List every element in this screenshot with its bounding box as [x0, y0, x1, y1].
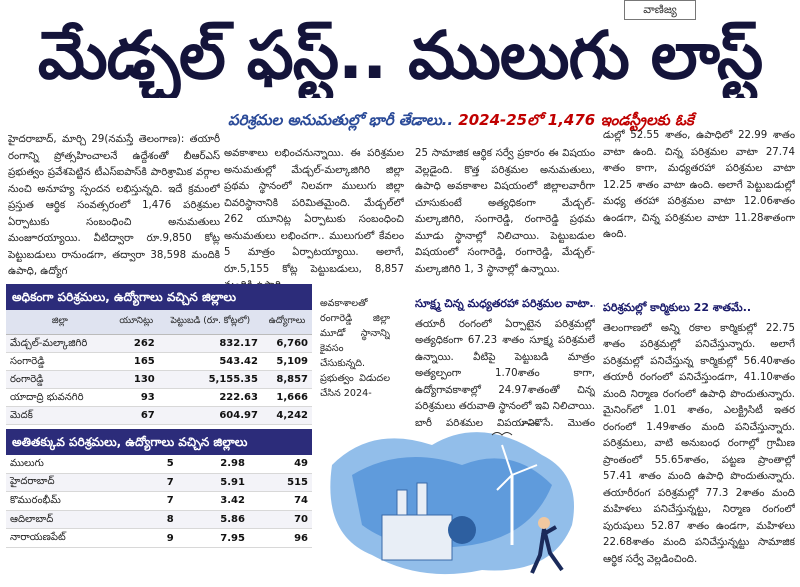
table-header-row: జిల్లా యూనిట్లు పెట్టుబడి (రూ. కోట్లలో) … — [6, 310, 312, 335]
table-row: రంగారెడ్డి 130 5,155.35 8,857 — [6, 370, 312, 389]
units: 262 — [113, 334, 159, 353]
col3-text: 25 సామాజిక ఆర్థిక సర్వే ప్రకారం ఈ విషయం … — [415, 148, 595, 275]
table-row: సంగారెడ్డి 165 543.42 5,109 — [6, 352, 312, 371]
bottom-districts-table: ములుగు 5 2.98 49 హైదరాబాద్ 7 5.91 515 కొమురంభీ… — [6, 455, 312, 548]
industry-illustration — [330, 422, 574, 575]
units: 130 — [113, 370, 159, 389]
bottom-districts-title: అతితక్కువ పరిశ్రమలు, ఉద్యోగాలు వచ్చిన జి… — [6, 429, 312, 455]
subhead-part2: 2024-25లో 1,476 ఇండస్ట్రీలకు ఓకే — [458, 111, 694, 129]
jobs: 74 — [248, 491, 312, 511]
jobs: 5,109 — [261, 352, 312, 371]
header-units: యూనిట్లు — [113, 310, 159, 335]
article-column-3: 25 సామాజిక ఆర్థిక సర్వే ప్రకారం ఈ విషయం … — [415, 146, 595, 278]
col3b-text: తయారీ రంగంలో ఏర్పాటైన పరిశ్రమల్లో అత్యధి… — [415, 318, 595, 427]
subhead-part1: పరిశ్రమల అనుమతుల్లో భారీ తేడాలు.. — [228, 111, 459, 129]
top-districts-title: అధికంగా పరిశ్రమలు, ఉద్యోగాలు వచ్చిన జిల్… — [6, 284, 312, 310]
units: 67 — [113, 406, 159, 425]
district-name: రంగారెడ్డి — [6, 370, 114, 389]
table-row: ములుగు 5 2.98 49 — [6, 455, 312, 474]
units: 7 — [145, 473, 178, 493]
header-district: జిల్లా — [6, 310, 114, 335]
district-name: ఆదిలాబాద్ — [6, 510, 146, 530]
district-name: హైదరాబాద్ — [6, 473, 146, 493]
investment: 7.95 — [177, 528, 249, 548]
col4b-text: తెలంగాణలో అన్ని రకాల కార్మికుల్లో 22.75 … — [603, 322, 795, 565]
businessman-head-icon — [538, 517, 550, 529]
investment: 543.42 — [158, 352, 262, 371]
table-row: హైదరాబాద్ 7 5.91 515 — [6, 473, 312, 493]
units: 8 — [145, 510, 178, 530]
units: 165 — [113, 352, 159, 371]
investment: 222.63 — [158, 388, 262, 407]
factory-chimney-icon — [416, 482, 428, 516]
district-name: నారాయణపేట్ — [6, 528, 146, 548]
table-row: నారాయణపేట్ 9 7.95 96 — [6, 528, 312, 548]
district-name: కొమురంభీమ్ — [6, 491, 146, 511]
subheadline: పరిశ్రమల అనుమతుల్లో భారీ తేడాలు.. 2024-2… — [228, 111, 798, 133]
units: 93 — [113, 388, 159, 407]
district-name: ములుగు — [6, 455, 146, 474]
headline: మేడ్చల్ ఫస్ట్.. ములుగు లాస్ట్ — [37, 17, 763, 94]
jobs: 70 — [248, 510, 312, 530]
district-tables: అధికంగా పరిశ్రమలు, ఉద్యోగాలు వచ్చిన జిల్… — [6, 284, 312, 548]
investment: 3.42 — [177, 491, 249, 511]
table-row: మేడ్చల్-మల్కాజిగిరి 262 832.17 6,760 — [6, 334, 312, 353]
district-name: మేడ్చల్-మల్కాజిగిరి — [6, 334, 114, 353]
jobs: 8,857 — [261, 370, 312, 389]
col1-text: హైదరాబాద్, మార్చి 29(నమస్తే తెలంగాణ): తయ… — [8, 134, 220, 277]
table-row: ఆదిలాబాద్ 8 5.86 70 — [6, 510, 312, 530]
investment: 832.17 — [158, 334, 262, 353]
table-row: యాదాద్రి భువనగిరి 93 222.63 1,666 — [6, 388, 312, 407]
investment: 2.98 — [177, 455, 249, 474]
factory-building-icon — [381, 514, 453, 561]
jobs: 515 — [248, 473, 312, 493]
bird-icon — [521, 422, 539, 426]
jobs: 1,666 — [261, 388, 312, 407]
units: 9 — [145, 528, 178, 548]
units: 5 — [145, 455, 178, 474]
jobs: 6,760 — [261, 334, 312, 353]
section-tag: వాణిజ్య — [624, 0, 696, 20]
jobs: 96 — [248, 528, 312, 548]
table-row: మెదక్ 67 604.97 4,242 — [6, 406, 312, 425]
wind-turbine-blades-icon — [496, 444, 538, 491]
article-column-4: డుల్లో 52.55 శాతం, ఉపాధిలో 22.99 శాతం వా… — [603, 128, 795, 278]
investment: 5,155.35 — [158, 370, 262, 389]
table-row: కొమురంభీమ్ 7 3.42 74 — [6, 491, 312, 511]
bird-icon — [491, 432, 513, 436]
header-jobs: ఉద్యోగాలు — [261, 310, 312, 335]
col4b-heading: పరిశ్రమల్లో కార్మికులు 22 శాతమే.. — [603, 301, 752, 314]
article-column-4b: పరిశ్రమల్లో కార్మికులు 22 శాతమే.. తెలంగా… — [603, 300, 795, 582]
article-column-3b: సూక్ష్మ చిన్న మధ్యతరహా పరిశ్రమల వాటా.. త… — [415, 296, 595, 426]
district-name: మెదక్ — [6, 406, 114, 425]
col2b-text: అవకాశాలతో రంగారెడ్డి జిల్లా మూడో స్థానాన… — [320, 298, 390, 396]
investment: 5.91 — [177, 473, 249, 493]
district-name: యాదాద్రి భువనగిరి — [6, 388, 114, 407]
businessman-body-icon — [530, 525, 564, 574]
article-column-1: హైదరాబాద్, మార్చి 29(నమస్తే తెలంగాణ): తయ… — [8, 132, 220, 282]
col4-text: డుల్లో 52.55 శాతం, ఉపాధిలో 22.99 శాతం వా… — [603, 130, 795, 240]
gear-icon — [448, 516, 476, 544]
col3b-heading: సూక్ష్మ చిన్న మధ్యతరహా పరిశ్రమల వాటా.. — [415, 297, 595, 310]
units: 7 — [145, 491, 178, 511]
header-investment: పెట్టుబడి (రూ. కోట్లలో) — [158, 310, 262, 335]
jobs: 49 — [248, 455, 312, 474]
district-name: సంగారెడ్డి — [6, 352, 114, 371]
top-districts-table: జిల్లా యూనిట్లు పెట్టుబడి (రూ. కోట్లలో) … — [6, 310, 312, 425]
jobs: 4,242 — [261, 406, 312, 425]
investment: 604.97 — [158, 406, 262, 425]
investment: 5.86 — [177, 510, 249, 530]
col2-text: అవకాశాలు లభించనున్నాయి. ఈ పరిశ్రమల అనుమత… — [224, 148, 404, 291]
factory-chimney-icon — [396, 489, 408, 516]
article-column-2b: అవకాశాలతో రంగారెడ్డి జిల్లా మూడో స్థానాన… — [320, 296, 390, 396]
